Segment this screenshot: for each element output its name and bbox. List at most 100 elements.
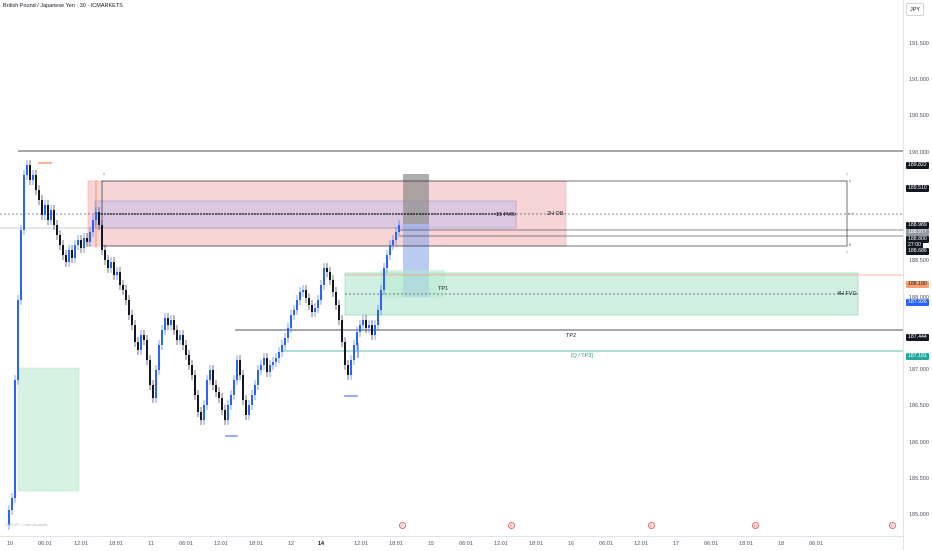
candle-body (311, 305, 313, 312)
candle-body (293, 310, 295, 315)
candle-body (383, 268, 385, 290)
candle-body (119, 272, 121, 285)
price-tick-label: 190.000 (909, 149, 929, 156)
candle-body (242, 375, 244, 400)
candle-body (350, 360, 352, 375)
candle-body (356, 332, 358, 345)
candle-body (65, 255, 67, 262)
time-axis[interactable]: 10 06:01 12:01 18:01 11 06:01 12:01 18:01 12 14 12… (0, 536, 903, 551)
candle-body (20, 230, 22, 300)
candle-body (32, 175, 34, 180)
candle-body (338, 305, 340, 320)
price-tick-label: 186.500 (909, 403, 929, 410)
candle-body (215, 385, 217, 392)
candle-body (281, 345, 283, 352)
candle-body (362, 320, 364, 325)
candle-body (347, 365, 349, 375)
time-tick-label: 06:01 (179, 541, 193, 547)
candle-body (68, 250, 70, 262)
candle-body (83, 238, 85, 248)
time-tick-label: 17 (672, 541, 680, 547)
time-tick-label: 14 (317, 541, 325, 547)
candle-body (155, 370, 157, 398)
fib-1-top-label: 1 (846, 172, 848, 176)
candle-body (56, 225, 58, 235)
time-tick-label: 18:01 (529, 541, 543, 547)
candle-body (11, 498, 13, 510)
economic-event-icon[interactable]: E (889, 522, 896, 529)
economic-event-icon[interactable]: E (648, 522, 655, 529)
price-badge: 189.822 (906, 161, 929, 169)
candle-body (224, 410, 226, 420)
chart-area[interactable]: British Pound / Japanese Yen · 30 · ICMA… (0, 0, 903, 536)
candle-body (317, 300, 319, 308)
candle-body (320, 285, 322, 300)
candle-body (287, 328, 289, 338)
candle-body (260, 365, 262, 370)
candle-body (134, 325, 136, 342)
position-stop-zone[interactable] (403, 174, 429, 224)
price-tick-label: 188.000 (909, 294, 929, 301)
candle-body (386, 255, 388, 268)
mid-label: 0.5 (848, 212, 853, 216)
candle-body (158, 345, 160, 370)
candle-body (266, 358, 268, 372)
candle-body (98, 212, 100, 225)
price-tick-label: 187.000 (909, 367, 929, 373)
candle-body (161, 330, 163, 345)
price-tick-label: 186.000 (909, 439, 929, 446)
time-tick-label: 18:01 (249, 541, 263, 547)
economic-event-icon[interactable]: E (508, 522, 515, 529)
candle-body (374, 325, 376, 335)
candle-body (302, 290, 304, 292)
time-tick-label: 12:01 (214, 541, 228, 547)
candle-body (368, 325, 370, 328)
time-tick-label: 15 (427, 541, 435, 547)
candle-body (173, 320, 175, 330)
candle-body (128, 300, 130, 315)
time-tick-label: 10 (6, 541, 14, 547)
currency-button[interactable]: JPY (906, 3, 924, 16)
symbol-title[interactable]: British Pound / Japanese Yen · 30 · ICMA… (3, 3, 123, 9)
time-tick-label: 06:01 (704, 541, 718, 547)
candle-body (371, 325, 373, 335)
candle-body (167, 318, 169, 325)
price-badge: 187.181 (906, 353, 929, 361)
candle-body (77, 240, 79, 245)
price-badge: 27:00 (906, 241, 923, 249)
candle-body (185, 345, 187, 355)
economic-event-icon[interactable]: B (752, 522, 759, 529)
candle-body (104, 250, 106, 260)
price-badge: 189.510 (906, 184, 929, 192)
candle-body (200, 412, 202, 420)
price-badge: 187.444 (906, 334, 929, 342)
candle-body (164, 318, 166, 330)
candle-body (17, 300, 19, 380)
candle-body (197, 395, 199, 412)
candle-body (341, 320, 343, 342)
candle-body (272, 362, 274, 365)
candle-body (191, 365, 193, 375)
time-tick-label: 18 (777, 541, 785, 547)
time-tick-label: 18:01 (109, 541, 123, 547)
candle-body (245, 400, 247, 415)
candle-body (113, 262, 115, 275)
price-axis[interactable]: 191.500 191.000 190.500 190.000 188.500 188.0… (903, 0, 932, 550)
price-badge: 187.926 (906, 299, 929, 307)
candle-body (53, 210, 55, 225)
candle-body (251, 395, 253, 405)
candle-body (206, 380, 208, 405)
candle-body (101, 225, 103, 250)
price-badge: 188.686 (906, 247, 929, 255)
candle-body (194, 375, 196, 395)
time-tick-label: 06:01 (459, 541, 473, 547)
fib-0-top-label: 0 (103, 172, 105, 176)
candle-body (92, 220, 94, 232)
chart-canvas[interactable] (0, 0, 903, 536)
economic-event-icon[interactable]: F (399, 522, 406, 529)
demand-zone-left[interactable] (17, 367, 80, 492)
candle-body (170, 320, 172, 325)
candle-body (290, 315, 292, 328)
eq-tp3-label: [Q / TP3] (571, 353, 593, 359)
candle-body (47, 205, 49, 220)
